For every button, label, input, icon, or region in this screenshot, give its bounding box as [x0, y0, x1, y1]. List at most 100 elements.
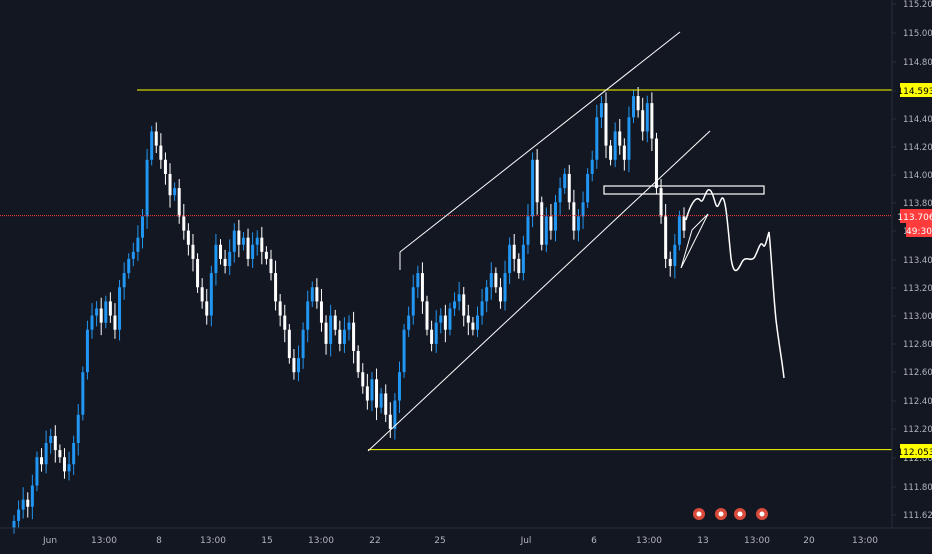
candle-body	[315, 287, 319, 302]
candle-body	[388, 414, 392, 429]
candle-body	[521, 244, 525, 274]
event-icon-dot	[696, 511, 702, 517]
candle-body	[53, 435, 57, 451]
candle-body	[310, 287, 314, 302]
candle-body	[186, 230, 190, 245]
candle-body	[434, 322, 438, 344]
candle-body	[287, 329, 291, 359]
candle-body	[595, 117, 599, 160]
countdown-tag: 49:30	[906, 227, 932, 237]
candle-body	[76, 414, 80, 444]
candle-body	[127, 258, 131, 274]
candle-body	[558, 188, 562, 203]
candle-body	[379, 393, 383, 408]
candle-body	[329, 315, 333, 344]
time-tick-label: 13	[697, 536, 708, 546]
time-tick-label: 25	[434, 536, 445, 546]
candle-body	[21, 499, 25, 510]
candle-body	[609, 145, 613, 160]
price-tick-label: 113.200	[903, 284, 932, 294]
channel-upper-line[interactable]	[399, 31, 681, 253]
candle-body	[338, 329, 342, 344]
projection-freehand-path[interactable]	[685, 189, 785, 379]
candle-body	[90, 315, 94, 330]
price-tick-label: 114.000	[903, 171, 932, 181]
candle-body	[255, 237, 259, 245]
candle-body	[599, 103, 603, 118]
candle-body	[274, 273, 278, 302]
time-axis[interactable]: Jun 13:00 8 13:00 15 13:00 22 25 Jul 6 13:00 13 13:0…	[42, 536, 878, 546]
candle-body	[563, 173, 567, 189]
candle-body	[425, 301, 429, 330]
candle-body	[352, 322, 356, 351]
time-tick-label: 6	[591, 536, 597, 546]
candle-body	[586, 173, 590, 203]
candle-body	[49, 435, 53, 444]
price-tick-label: 114.400	[903, 115, 932, 125]
candle-body	[223, 258, 227, 266]
time-tick-label: 22	[369, 536, 380, 546]
candle-body	[508, 244, 512, 274]
high-line-tag-bg	[900, 83, 932, 97]
candle-body	[67, 464, 71, 472]
time-tick-label: 13:00	[852, 536, 878, 546]
candle-body	[554, 202, 558, 231]
candle-body	[205, 301, 209, 316]
candle-body	[576, 216, 580, 231]
channel-lower-line[interactable]	[367, 130, 711, 452]
time-tick-label: 13:00	[636, 536, 662, 546]
candle-body	[485, 287, 489, 302]
candle-body	[361, 372, 365, 387]
candle-body	[297, 358, 301, 373]
candle-body	[572, 202, 576, 231]
candle-body	[439, 315, 443, 323]
current-price-tag: 113.706	[897, 213, 932, 223]
price-tick-label: 111.800	[903, 483, 932, 493]
candle-body	[40, 457, 44, 465]
candle-body	[636, 96, 640, 111]
candle-body	[540, 202, 544, 245]
candle-body	[237, 230, 241, 245]
time-tick-label: 15	[261, 536, 272, 546]
time-tick-label: 13:00	[308, 536, 334, 546]
candle-body	[457, 294, 461, 302]
wedge-drawing[interactable]	[680, 213, 709, 269]
candle-body	[370, 379, 374, 401]
supply-zone-rect[interactable]	[603, 185, 765, 195]
candle-body	[654, 138, 658, 189]
candle-body	[283, 315, 287, 330]
candle-body	[503, 273, 507, 302]
candle-body	[159, 145, 163, 160]
time-tick-label: 13:00	[744, 536, 770, 546]
current-price-tag-bg	[900, 209, 932, 223]
candle-body	[384, 393, 388, 415]
candle-body	[526, 216, 530, 245]
time-tick-label: 13:00	[200, 536, 226, 546]
price-tick-label: 113.000	[903, 312, 932, 322]
candle-body	[136, 237, 140, 252]
candle-body	[618, 131, 622, 146]
candle-body	[95, 308, 99, 316]
candle-body	[512, 244, 516, 259]
candle-body	[118, 287, 122, 330]
countdown-tag-bg	[906, 223, 932, 237]
candle-body	[453, 301, 457, 309]
price-tick-label: 115.000	[903, 29, 932, 39]
event-icons[interactable]	[693, 508, 768, 520]
candle-body	[462, 294, 466, 316]
candle-body	[131, 251, 135, 259]
candle-body	[113, 315, 117, 330]
event-icon-dot	[759, 511, 765, 517]
candle-body	[397, 372, 401, 401]
candle-body	[581, 202, 585, 217]
candle-body	[260, 237, 264, 252]
candle-body	[35, 457, 39, 486]
candle-body	[177, 188, 181, 217]
candle-body	[81, 372, 85, 415]
candle-body	[319, 301, 323, 323]
high-line-tag: 114.593	[897, 87, 932, 97]
low-line-tag: 112.053	[897, 448, 932, 458]
candle-body	[163, 159, 167, 174]
